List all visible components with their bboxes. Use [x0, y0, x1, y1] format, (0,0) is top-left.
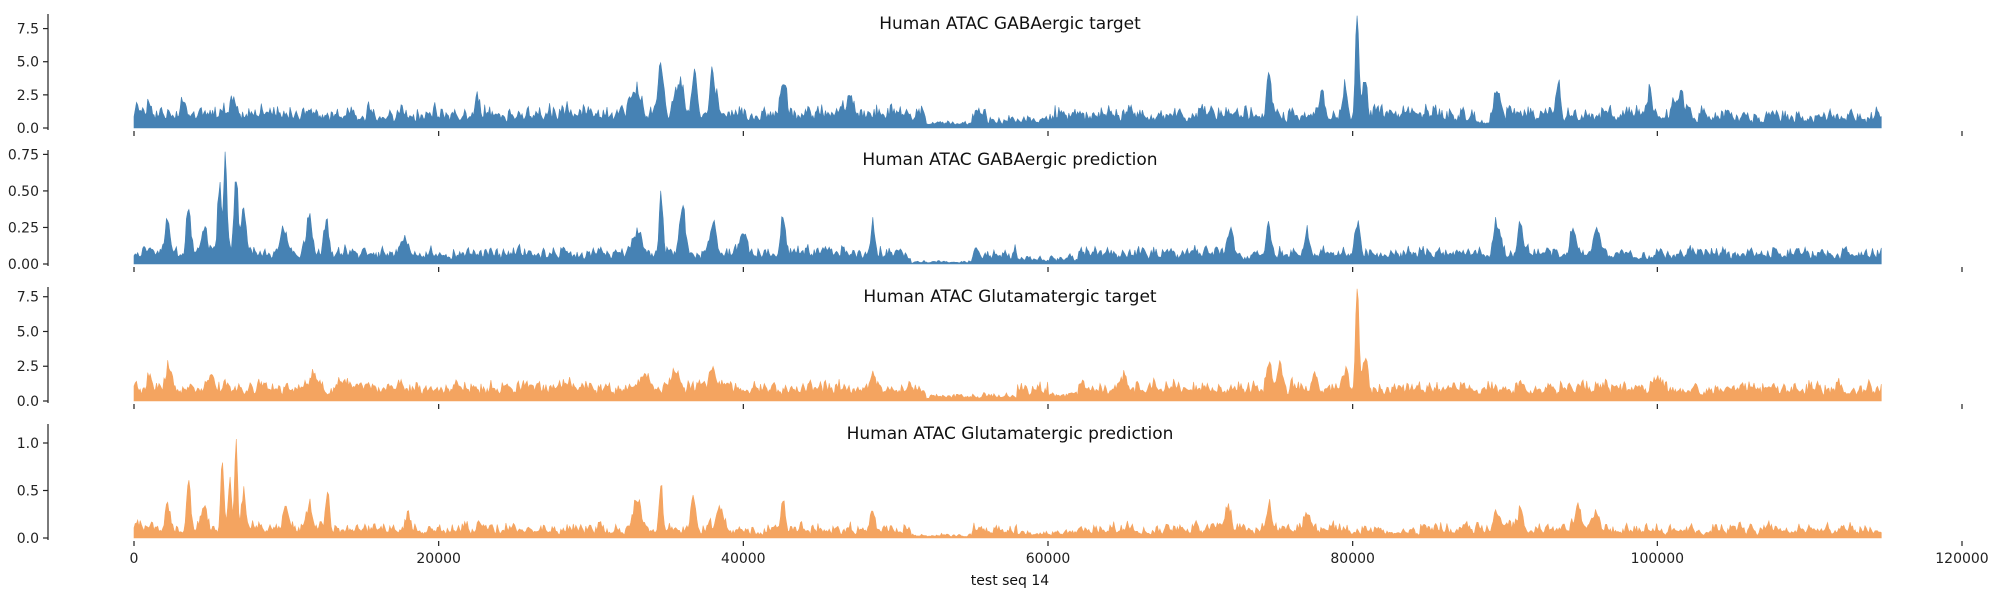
panels-group: 0.02.55.07.5 Human ATAC GABAergic target0… — [8, 14, 1882, 547]
y-tick-label: 5.0 — [17, 55, 39, 71]
panel-2: 0.00 0.25 0.50 0.75 Human ATAC GABAergic pre… — [8, 147, 1882, 273]
y-tick-label: 2.5 — [17, 359, 39, 375]
y-tick-label: 0.25 — [8, 220, 39, 236]
y-tick-label: 0.0 — [17, 121, 39, 137]
panel-4: 0.0 0.5 1.0 Human ATAC Glutamatergic predic… — [17, 424, 1882, 547]
panel-title: Human ATAC Glutamatergic prediction — [847, 424, 1174, 444]
x-tick-label: 40000 — [721, 551, 766, 567]
x-tick-label: 120000 — [1935, 551, 1988, 567]
y-tick-label: 0.0 — [17, 394, 39, 410]
y-tick-label: 0.0 — [17, 531, 39, 547]
series-area-1 — [133, 15, 1882, 129]
y-tick-label: 0.5 — [17, 484, 39, 500]
panel-title: Human ATAC GABAergic target — [879, 14, 1141, 34]
y-tick-label: 7.5 — [17, 22, 39, 38]
panel-3: 0.0 2.5 5.0 7.5 Human ATAC Glutamatergic tar… — [17, 287, 1882, 410]
series-area-3 — [133, 288, 1882, 402]
x-axis: 0 20000 40000 60000 80000 100000 120000 — [130, 131, 1989, 567]
x-tick-label: 80000 — [1330, 551, 1375, 567]
y-tick-label: 1.0 — [17, 436, 39, 452]
x-tick-label: 60000 — [1026, 551, 1071, 567]
panel-title: Human ATAC Glutamatergic target — [863, 287, 1157, 307]
y-tick-label: 0.50 — [8, 184, 39, 200]
x-tick-label: 0 — [130, 551, 139, 567]
series-area-4 — [133, 438, 1882, 539]
series-area-2 — [133, 151, 1882, 265]
y-tick-label: 5.0 — [17, 324, 39, 340]
x-tick-label: 20000 — [416, 551, 461, 567]
y-tick-label: 0.00 — [8, 257, 39, 273]
y-tick-label: 2.5 — [17, 88, 39, 104]
y-tick-label: 0.75 — [8, 147, 39, 163]
panel-title: Human ATAC GABAergic prediction — [862, 150, 1157, 170]
x-tick-label: 100000 — [1631, 551, 1684, 567]
panel-1: 0.0 2.5 5.0 7.5 Human ATAC GABAergic target — [17, 14, 1882, 137]
x-axis-label: test seq 14 — [971, 573, 1049, 589]
y-tick-label: 7.5 — [17, 290, 39, 306]
